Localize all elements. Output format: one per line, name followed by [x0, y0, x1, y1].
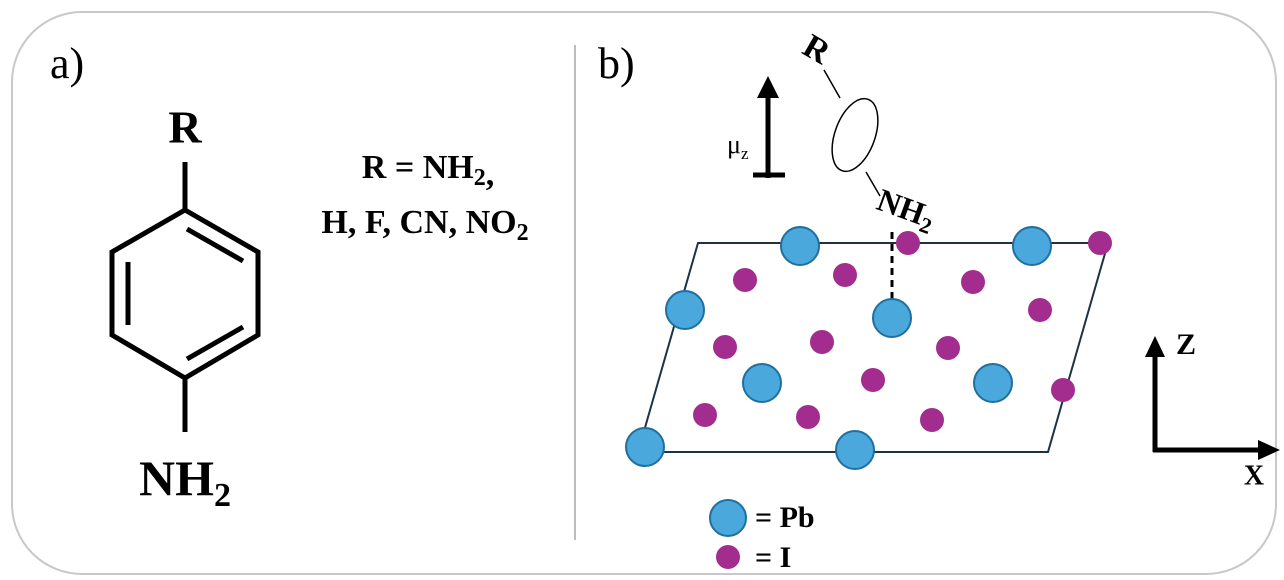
i-atom — [1088, 231, 1112, 255]
substituent: R — [168, 102, 202, 153]
legend-i-swatch — [716, 545, 740, 569]
i-atom — [733, 268, 757, 292]
i-atom — [936, 336, 960, 360]
i-atom — [961, 270, 985, 294]
pb-atom — [1013, 227, 1051, 265]
i-atom — [833, 263, 857, 287]
pb-atom — [781, 227, 819, 265]
pb-atom — [974, 364, 1012, 402]
legend-i: = I — [755, 541, 791, 574]
i-atom — [1051, 378, 1075, 402]
amine-main: NH — [139, 450, 214, 506]
legend-tail: , — [486, 156, 495, 193]
pb-atom — [836, 431, 874, 469]
dipole-main: μ — [727, 130, 741, 159]
i-atom — [693, 403, 717, 427]
pb-atom — [666, 291, 704, 329]
axis-label: Z — [1176, 328, 1196, 361]
panel-label: a) — [50, 39, 84, 88]
i-atom — [796, 405, 820, 429]
legend-pb: = Pb — [755, 501, 815, 534]
i-atom — [1028, 298, 1052, 322]
legend-main: H, F, CN, NO — [321, 204, 516, 241]
legend-line: H, F, CN, NO2 — [321, 204, 528, 246]
legend-main: R = NH — [362, 149, 474, 186]
i-atom — [861, 368, 885, 392]
legend-sub: 2 — [517, 220, 529, 246]
figure: a) R NH2 R = NH2, H, F, CN, NO2 b) R NH2… — [0, 0, 1284, 580]
amine-sub: 2 — [214, 477, 231, 514]
pb-atom — [873, 299, 911, 337]
pb-atom — [743, 364, 781, 402]
dipole-sub: z — [741, 144, 749, 163]
i-atom — [920, 408, 944, 432]
i-atom — [810, 330, 834, 354]
axis-label: X — [1244, 460, 1264, 491]
panel-label: b) — [598, 39, 635, 88]
legend-sub: 2 — [474, 165, 486, 191]
pb-atom — [626, 428, 664, 466]
i-atom — [713, 335, 737, 359]
legend-pb-swatch — [710, 500, 746, 536]
